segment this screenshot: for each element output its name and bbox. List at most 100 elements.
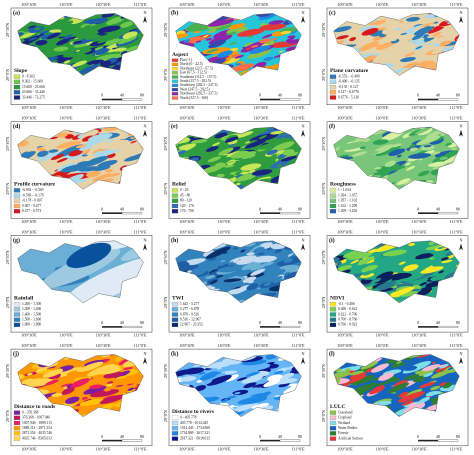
region-patch bbox=[97, 25, 121, 33]
legend-swatch bbox=[13, 317, 21, 322]
region-patch bbox=[205, 274, 216, 279]
region-patch bbox=[409, 147, 418, 152]
region-patch bbox=[367, 286, 373, 289]
region-patch bbox=[236, 257, 257, 265]
region-patch bbox=[47, 141, 69, 151]
region-patch bbox=[276, 164, 283, 167]
region-patch bbox=[378, 372, 394, 381]
legend-label: 0.6776 - 5.130 bbox=[338, 95, 359, 99]
lat-label: 29°30'N bbox=[321, 137, 326, 151]
region-patch bbox=[114, 370, 131, 379]
region-patch bbox=[243, 382, 257, 389]
region-patch bbox=[23, 30, 28, 33]
region-patch bbox=[72, 40, 83, 44]
legend-swatch bbox=[171, 312, 179, 317]
region-patch bbox=[402, 271, 426, 282]
legend-swatch bbox=[13, 426, 21, 431]
lon-label: 109°30'E bbox=[179, 446, 195, 451]
scale-bar bbox=[279, 98, 301, 101]
scale-label: 0 bbox=[101, 434, 103, 439]
region-patch bbox=[215, 24, 232, 31]
region-patch bbox=[57, 162, 76, 172]
region-patch bbox=[42, 369, 64, 378]
legend-title: Distance to rivers bbox=[172, 409, 215, 415]
region-patch bbox=[398, 391, 409, 398]
lon-label: 110°30'E bbox=[95, 219, 111, 224]
lon-label: 110°30'E bbox=[411, 219, 427, 224]
lon-label: 109°30'E bbox=[337, 105, 353, 110]
lon-label: 110°0'E bbox=[59, 333, 73, 338]
region-patch bbox=[76, 49, 80, 52]
lon-label: 111°0'E bbox=[291, 116, 304, 121]
scale-label: 80 bbox=[298, 320, 302, 325]
scale-bar bbox=[260, 326, 280, 328]
region-patch bbox=[78, 64, 100, 75]
region-patch bbox=[225, 374, 239, 382]
scale-bar bbox=[418, 439, 438, 442]
region-patch bbox=[83, 18, 108, 24]
legend-swatch bbox=[329, 193, 337, 198]
region-patch bbox=[37, 150, 49, 157]
lon-label: 110°0'E bbox=[217, 116, 231, 121]
region-patch bbox=[207, 156, 222, 163]
region-outline bbox=[175, 240, 302, 304]
north-arrow bbox=[301, 129, 305, 137]
lon-label: 109°30'E bbox=[21, 116, 37, 121]
region-patch bbox=[411, 33, 424, 41]
lat-label: 29°0'N bbox=[5, 297, 10, 309]
region-patch bbox=[191, 139, 208, 144]
region-patch bbox=[425, 127, 435, 129]
region-patch bbox=[368, 385, 385, 395]
region-patch bbox=[347, 252, 373, 260]
lon-label: 110°0'E bbox=[217, 2, 231, 7]
scale-label: 40 bbox=[120, 93, 124, 98]
legend-swatch bbox=[171, 96, 179, 100]
legend-swatch bbox=[171, 203, 179, 209]
region-patch bbox=[218, 147, 234, 156]
region-patch bbox=[416, 355, 424, 358]
region-patch bbox=[194, 152, 201, 156]
region-patch bbox=[218, 155, 228, 158]
region-patch bbox=[226, 26, 248, 34]
region-patch bbox=[436, 35, 444, 38]
region-patch bbox=[274, 249, 283, 253]
region-patch bbox=[64, 396, 80, 404]
region-patch bbox=[53, 46, 69, 52]
region-patch bbox=[72, 60, 87, 68]
region-patch bbox=[58, 36, 66, 39]
lon-label: 110°30'E bbox=[95, 116, 111, 121]
lon-label: 110°0'E bbox=[59, 2, 73, 7]
legend-label: 405.778 - 1014.445 bbox=[180, 421, 208, 425]
region-patch bbox=[370, 279, 381, 283]
region-patch bbox=[92, 240, 144, 251]
map-panel: 109°30'E 109°30'E 110°0'E 110°0'E 110°30'E 11… bbox=[321, 116, 469, 224]
region-patch bbox=[359, 146, 367, 150]
lon-label: 110°30'E bbox=[253, 219, 269, 224]
region-patch bbox=[390, 143, 402, 148]
region-patch bbox=[449, 160, 455, 164]
region-patch bbox=[388, 272, 412, 280]
scale-label: 80 bbox=[298, 206, 302, 211]
region-patch bbox=[21, 151, 28, 155]
map-panel: 109°30'E 109°30'E 110°0'E 110°0'E 110°30'E 11… bbox=[5, 2, 153, 110]
lon-label: 109°30'E bbox=[21, 219, 37, 224]
legend-swatch bbox=[13, 436, 21, 441]
region-patch bbox=[121, 135, 130, 140]
region-patch bbox=[422, 372, 434, 378]
legend-swatch bbox=[329, 203, 337, 209]
lon-label: 110°0'E bbox=[217, 343, 231, 348]
lon-label: 109°30'E bbox=[21, 333, 37, 338]
lon-label: 110°30'E bbox=[95, 2, 111, 7]
region-patch bbox=[278, 50, 283, 53]
region-patch bbox=[70, 378, 90, 388]
panel-label: (c) bbox=[329, 9, 336, 16]
region-patch bbox=[68, 149, 83, 157]
region-patch bbox=[389, 286, 415, 298]
region-patch bbox=[405, 162, 411, 166]
north-label: N bbox=[301, 124, 304, 129]
region-patch bbox=[336, 35, 349, 40]
region-patch bbox=[81, 154, 88, 157]
region-patch bbox=[56, 132, 69, 138]
region-patch bbox=[388, 39, 397, 42]
region-patch bbox=[379, 33, 387, 38]
